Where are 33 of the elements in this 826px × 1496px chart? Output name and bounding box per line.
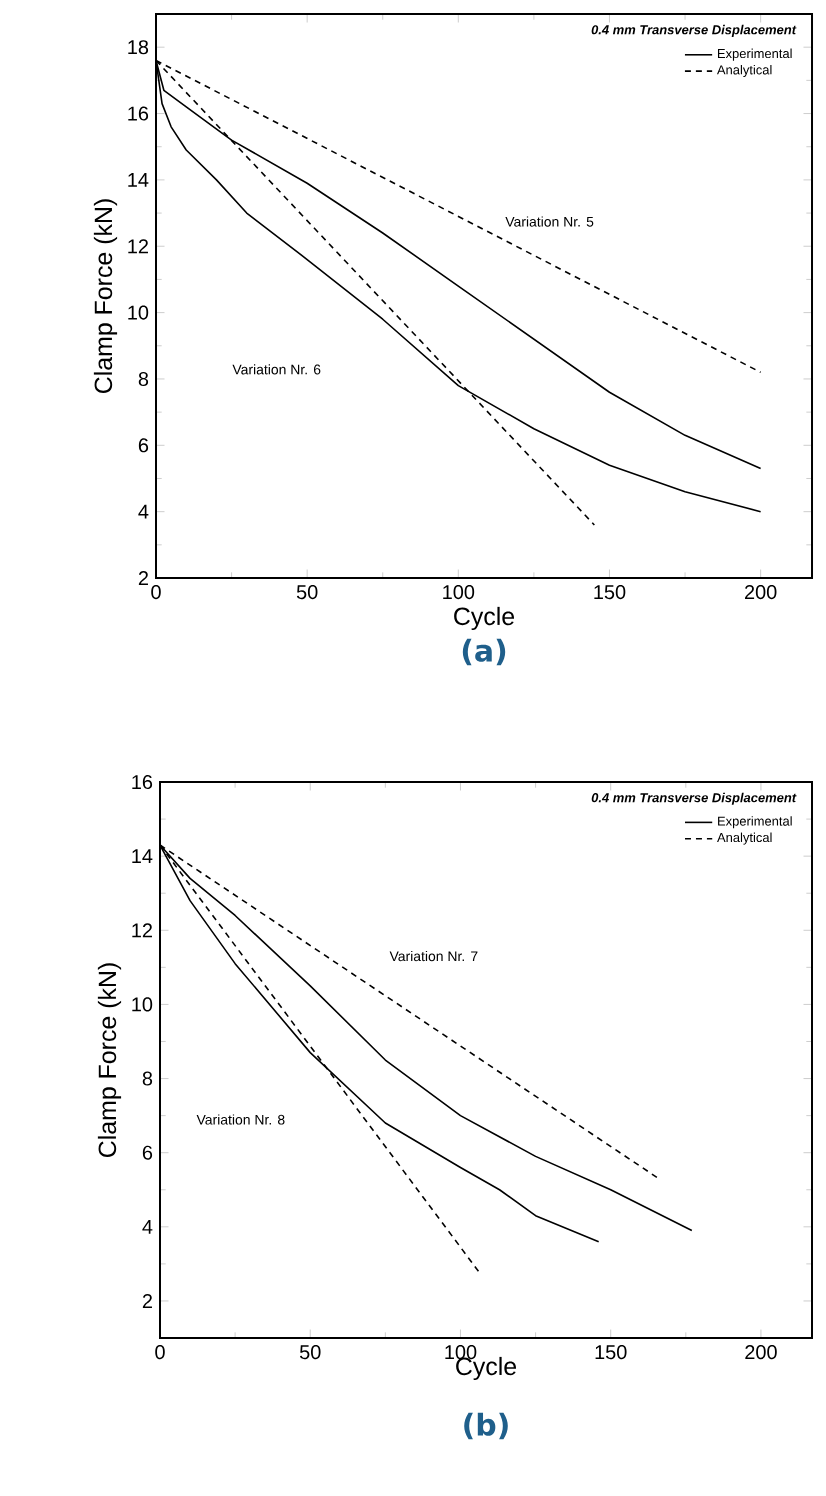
y-tick-label: 18 — [128, 40, 149, 55]
y-tick-label: 8 — [142, 1071, 153, 1086]
y-tick-label: 6 — [142, 1145, 153, 1160]
text: (b) — [464, 1412, 508, 1440]
y-tick-label: 2 — [142, 1294, 152, 1308]
text: (a) — [462, 638, 506, 666]
y-axis-title: Clamp Force (kN) — [93, 199, 118, 394]
x-tick-label: 50 — [299, 1345, 321, 1360]
x-axis-title: Cycle — [454, 606, 515, 631]
y-tick-label: 14 — [128, 173, 149, 187]
y-axis-title: Clamp Force (kN) — [97, 963, 122, 1158]
x-tick-label: 150 — [595, 1345, 627, 1360]
x-tick-label: 0 — [155, 1345, 165, 1360]
x-tick-label: 50 — [296, 585, 318, 600]
y-tick-label: 4 — [142, 1219, 153, 1234]
y-tick-label: 12 — [128, 239, 148, 254]
x-tick-label: 100 — [443, 585, 475, 600]
x-tick-label: 0 — [151, 585, 161, 600]
y-tick-label: 6 — [138, 438, 149, 453]
y-tick-label: 2 — [138, 571, 148, 585]
y-tick-label: 8 — [138, 371, 149, 386]
x-tick-label: 200 — [745, 1345, 777, 1360]
y-tick-label: 12 — [132, 923, 152, 938]
x-tick-label: 100 — [445, 1345, 477, 1360]
x-tick-label: 200 — [745, 585, 777, 600]
x-tick-label: 150 — [594, 585, 626, 600]
y-tick-label: 4 — [138, 504, 149, 519]
x-axis-title: Cycle — [456, 1356, 517, 1381]
y-tick-label: 10 — [128, 305, 149, 320]
y-tick-label: 16 — [128, 106, 149, 121]
y-tick-label: 10 — [132, 997, 153, 1012]
y-tick-label: 14 — [132, 849, 153, 864]
y-tick-label: 16 — [132, 774, 153, 790]
